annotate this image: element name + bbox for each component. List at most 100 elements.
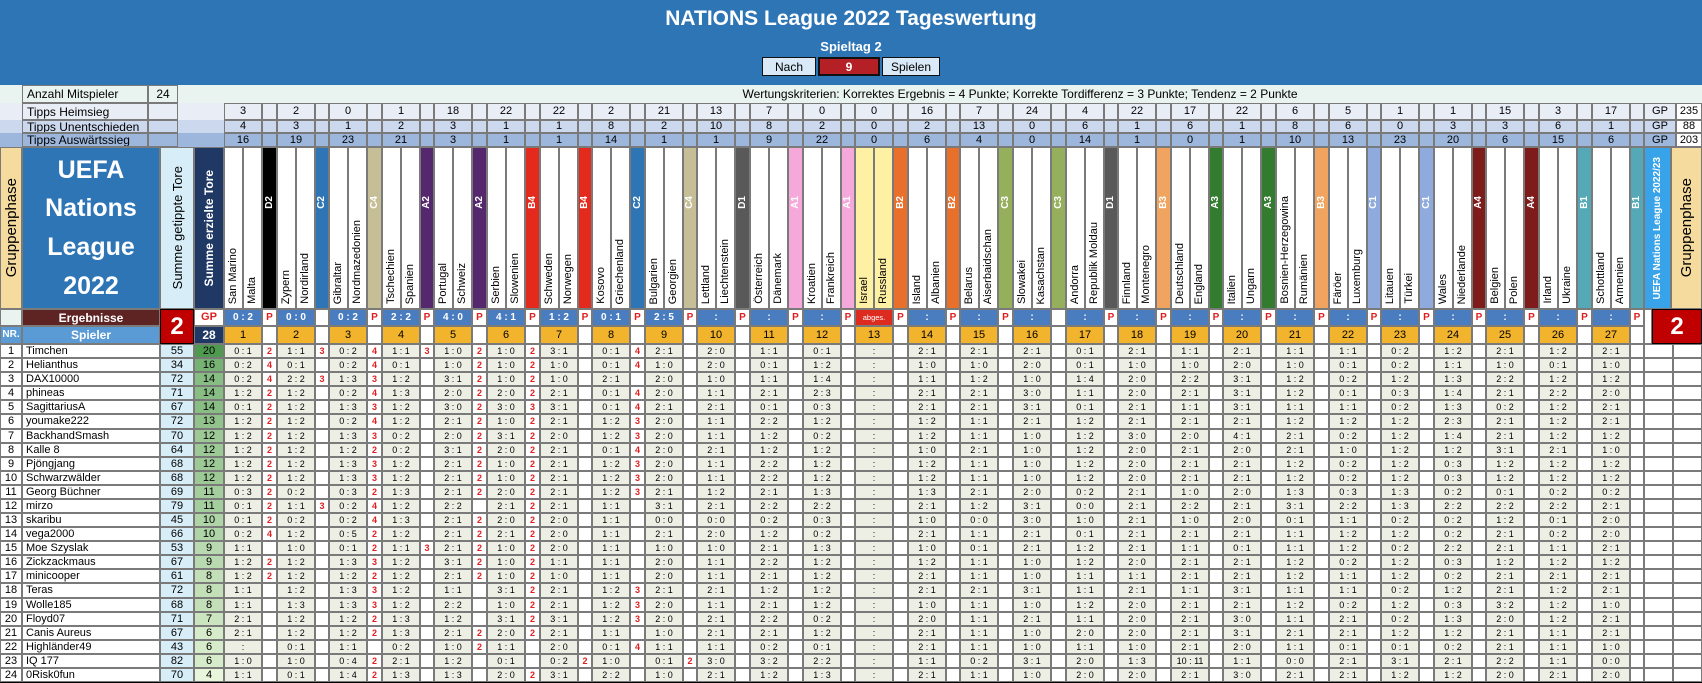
result-cell[interactable]: : bbox=[1223, 309, 1261, 326]
tip-cell[interactable]: 1 : 2 bbox=[1539, 598, 1577, 612]
tip-cell[interactable]: 0 : 1 bbox=[487, 654, 525, 668]
tip-cell[interactable]: 2 : 3 bbox=[803, 386, 841, 400]
tip-cell[interactable]: 1 : 2 bbox=[1381, 555, 1419, 569]
tip-cell[interactable]: 2 : 0 bbox=[1223, 485, 1261, 499]
tipp-count-cell[interactable]: 2 bbox=[382, 120, 420, 133]
tip-cell[interactable]: 1 : 0 bbox=[1592, 598, 1630, 612]
tip-cell[interactable]: 2 : 1 bbox=[750, 541, 788, 555]
tip-cell[interactable]: 2 : 2 bbox=[434, 598, 472, 612]
tip-cell[interactable]: 1 : 2 bbox=[224, 429, 262, 443]
tip-cell[interactable]: 2 : 1 bbox=[645, 527, 683, 541]
tip-cell[interactable]: 3 : 0 bbox=[1013, 386, 1051, 400]
tip-cell[interactable]: 1 : 2 bbox=[277, 569, 315, 583]
tip-cell[interactable]: 0 : 3 bbox=[803, 513, 841, 527]
player-name[interactable]: phineas bbox=[22, 386, 160, 400]
tip-cell[interactable]: 1 : 1 bbox=[750, 344, 788, 358]
tip-cell[interactable]: 2 : 1 bbox=[434, 527, 472, 541]
player-name[interactable]: Zickzackmaus bbox=[22, 555, 160, 569]
tip-cell[interactable]: 2 : 0 bbox=[645, 471, 683, 485]
tip-cell[interactable]: 1 : 2 bbox=[329, 626, 367, 640]
tip-cell[interactable]: 0 : 3 bbox=[1434, 457, 1472, 471]
tip-cell[interactable]: 1 : 2 bbox=[382, 555, 420, 569]
tip-cell[interactable]: 1 : 2 bbox=[1276, 386, 1314, 400]
player-points[interactable]: 10 bbox=[194, 513, 224, 527]
tip-cell[interactable]: 1 : 2 bbox=[803, 626, 841, 640]
tip-cell[interactable]: 1 : 1 bbox=[224, 541, 262, 555]
tip-cell[interactable]: 1 : 1 bbox=[750, 372, 788, 386]
tip-cell[interactable]: 2 : 1 bbox=[1592, 541, 1630, 555]
tip-cell[interactable]: : bbox=[855, 414, 893, 429]
tip-cell[interactable]: 2 : 1 bbox=[1223, 471, 1261, 485]
tip-cell[interactable]: 0 : 1 bbox=[750, 400, 788, 414]
tip-cell[interactable]: 2 : 3 bbox=[1434, 414, 1472, 429]
tip-cell[interactable]: 1 : 2 bbox=[1539, 583, 1577, 598]
player-tipped-goals[interactable]: 67 bbox=[160, 400, 194, 414]
tip-cell[interactable]: 2 : 1 bbox=[1171, 414, 1209, 429]
tip-cell[interactable]: 1 : 0 bbox=[487, 471, 525, 485]
player-points[interactable]: 7 bbox=[194, 612, 224, 626]
tip-cell[interactable]: 1 : 1 bbox=[960, 457, 998, 471]
player-name[interactable]: Floyd07 bbox=[22, 612, 160, 626]
tip-cell[interactable]: 2 : 1 bbox=[1171, 612, 1209, 626]
tipp-count-cell[interactable]: 3 bbox=[224, 103, 262, 120]
tip-cell[interactable]: 2 : 1 bbox=[908, 668, 946, 682]
tip-cell[interactable]: 1 : 0 bbox=[908, 598, 946, 612]
player-points[interactable]: 8 bbox=[194, 598, 224, 612]
tip-cell[interactable]: 2 : 2 bbox=[750, 471, 788, 485]
tip-cell[interactable]: 1 : 2 bbox=[329, 612, 367, 626]
tip-cell[interactable]: 1 : 1 bbox=[960, 626, 998, 640]
tip-cell[interactable]: 1 : 2 bbox=[1539, 555, 1577, 569]
tip-cell[interactable]: 1 : 2 bbox=[750, 443, 788, 457]
tip-cell[interactable]: 3 : 1 bbox=[1013, 654, 1051, 668]
tip-cell[interactable]: 1 : 2 bbox=[1381, 569, 1419, 583]
tip-cell[interactable]: 1 : 2 bbox=[908, 471, 946, 485]
tip-cell[interactable]: 2 : 1 bbox=[1171, 471, 1209, 485]
tipp-count-cell[interactable]: 20 bbox=[1434, 133, 1472, 147]
tip-cell[interactable]: 2 : 1 bbox=[1171, 668, 1209, 682]
tip-cell[interactable]: 1 : 1 bbox=[382, 344, 420, 358]
tip-cell[interactable]: 2 : 1 bbox=[1486, 414, 1524, 429]
tip-cell[interactable]: 1 : 3 bbox=[382, 668, 420, 682]
tip-cell[interactable]: 1 : 2 bbox=[1381, 668, 1419, 682]
tip-cell[interactable]: 0 : 1 bbox=[224, 499, 262, 513]
tip-cell[interactable]: 0 : 3 bbox=[224, 485, 262, 499]
tip-cell[interactable]: 1 : 2 bbox=[1592, 372, 1630, 386]
tip-cell[interactable]: 0 : 1 bbox=[1066, 527, 1104, 541]
tip-cell[interactable]: : bbox=[224, 640, 262, 654]
tip-cell[interactable]: 2 : 1 bbox=[1539, 668, 1577, 682]
tip-cell[interactable]: 2 : 2 bbox=[277, 372, 315, 386]
tip-cell[interactable]: 2 : 1 bbox=[908, 344, 946, 358]
tip-cell[interactable]: 3 : 2 bbox=[750, 654, 788, 668]
tip-cell[interactable]: 3 : 1 bbox=[487, 583, 525, 598]
tip-cell[interactable]: 0 : 2 bbox=[1539, 527, 1577, 541]
tip-cell[interactable]: 2 : 0 bbox=[645, 429, 683, 443]
tip-cell[interactable]: : bbox=[855, 598, 893, 612]
tipp-count-cell[interactable]: 0 bbox=[1013, 120, 1051, 133]
player-tipped-goals[interactable]: 68 bbox=[160, 471, 194, 485]
tip-cell[interactable]: 2 : 1 bbox=[645, 583, 683, 598]
tip-cell[interactable]: 3 : 1 bbox=[1223, 400, 1261, 414]
tip-cell[interactable]: 2 : 1 bbox=[1592, 626, 1630, 640]
tip-cell[interactable]: 1 : 0 bbox=[1592, 358, 1630, 372]
tip-cell[interactable]: 1 : 2 bbox=[803, 414, 841, 429]
tip-cell[interactable]: 2 : 1 bbox=[1486, 527, 1524, 541]
tip-cell[interactable]: 2 : 1 bbox=[1223, 569, 1261, 583]
tip-cell[interactable]: 0 : 2 bbox=[1434, 569, 1472, 583]
player-tipped-goals[interactable]: 72 bbox=[160, 583, 194, 598]
tip-cell[interactable]: 3 : 0 bbox=[697, 654, 735, 668]
player-name[interactable]: IQ 177 bbox=[22, 654, 160, 668]
tip-cell[interactable]: 2 : 1 bbox=[1118, 344, 1156, 358]
tip-cell[interactable]: 1 : 0 bbox=[1486, 358, 1524, 372]
tip-cell[interactable]: 1 : 2 bbox=[277, 443, 315, 457]
tip-cell[interactable]: 2 : 1 bbox=[750, 485, 788, 499]
tip-cell[interactable]: 0 : 1 bbox=[592, 640, 630, 654]
tip-cell[interactable]: 1 : 1 bbox=[908, 372, 946, 386]
player-points[interactable]: 9 bbox=[194, 555, 224, 569]
tip-cell[interactable]: 1 : 1 bbox=[960, 527, 998, 541]
tip-cell[interactable]: 2 : 1 bbox=[540, 386, 578, 400]
tip-cell[interactable]: 1 : 1 bbox=[697, 598, 735, 612]
tip-cell[interactable]: 3 : 1 bbox=[1381, 654, 1419, 668]
tipp-count-cell[interactable]: 7 bbox=[750, 103, 788, 120]
tip-cell[interactable]: 1 : 2 bbox=[382, 471, 420, 485]
tip-cell[interactable]: 2 : 1 bbox=[1276, 429, 1314, 443]
